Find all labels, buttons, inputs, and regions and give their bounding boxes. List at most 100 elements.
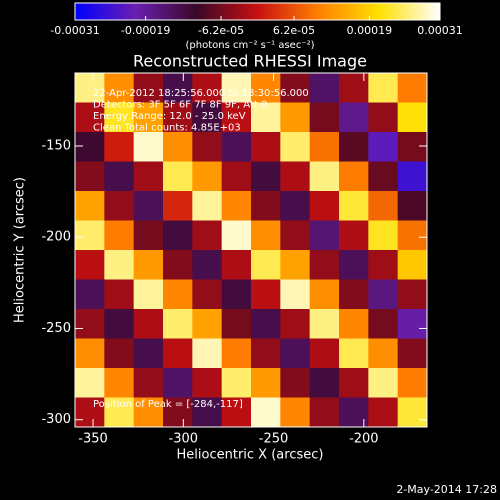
heatmap-cell — [309, 102, 340, 133]
chart-title: Reconstructed RHESSI Image — [133, 52, 367, 71]
heatmap-cell — [133, 279, 164, 310]
heatmap-cell — [339, 161, 369, 192]
heatmap-cell — [280, 368, 311, 398]
heatmap-cell — [133, 73, 164, 103]
heatmap-cell — [339, 220, 369, 251]
heatmap-cell — [309, 279, 340, 310]
colorbar-tick-label: 6.2e-05 — [273, 24, 315, 37]
heatmap-cell — [104, 397, 135, 428]
heatmap-cell — [104, 191, 135, 221]
heatmap-cell — [280, 250, 311, 280]
heatmap-cell — [251, 250, 281, 280]
heatmap-cell — [192, 191, 223, 221]
y-tick-label: -200 — [41, 230, 71, 245]
heatmap-cell — [280, 397, 311, 428]
heatmap-cell — [163, 73, 193, 103]
heatmap-cell — [339, 73, 369, 103]
heatmap-cell — [368, 279, 399, 310]
x-tick-label: -350 — [78, 432, 108, 447]
heatmap-cell — [75, 102, 105, 133]
heatmap-cell — [251, 309, 281, 339]
heatmap-cell — [75, 338, 105, 369]
heatmap-cell — [163, 102, 193, 133]
heatmap-cell — [104, 132, 135, 162]
heatmap-cell — [251, 279, 281, 310]
heatmap-cell — [75, 132, 105, 162]
heatmap-cell — [133, 161, 164, 192]
heatmap-cell — [397, 279, 428, 310]
heatmap-cell — [397, 397, 428, 428]
heatmap-cell — [339, 102, 369, 133]
colorbar-tick-label: 0.00019 — [347, 24, 393, 37]
heatmap-cell — [75, 191, 105, 221]
heatmap-cell — [104, 368, 135, 398]
heatmap-cell — [368, 368, 399, 398]
heatmap-cell — [104, 279, 135, 310]
heatmap-cell — [280, 73, 311, 103]
heatmap-cell — [397, 368, 428, 398]
heatmap-cell — [397, 309, 428, 339]
heatmap-cell — [104, 250, 135, 280]
y-tick-label: -150 — [41, 138, 71, 153]
heatmap-cell — [133, 338, 164, 369]
heatmap-cell — [339, 132, 369, 162]
heatmap-cell — [309, 368, 340, 398]
plot-frame — [74, 72, 428, 428]
y-tick-label: -250 — [41, 321, 71, 336]
heatmap-cell — [280, 220, 311, 251]
heatmap-cell — [133, 102, 164, 133]
annotation: Detectors: 3F 5F 6F 7F 8F 9F, Att 0 — [93, 100, 267, 111]
heatmap-cell — [75, 279, 105, 310]
heatmap-cell — [221, 279, 252, 310]
heatmap-cell — [75, 397, 105, 428]
heatmap-cell — [339, 279, 369, 310]
heatmap-cell — [163, 309, 193, 339]
heatmap-cell — [192, 397, 223, 428]
heatmap-cell — [104, 161, 135, 192]
heatmap-cell — [192, 368, 223, 398]
heatmap-cell — [251, 73, 281, 103]
heatmap-cell — [368, 338, 399, 369]
heatmap-cell — [397, 220, 428, 251]
heatmap-cell — [104, 309, 135, 339]
y-tick-label: -300 — [41, 412, 71, 427]
colorbar-tick-label: -0.00019 — [121, 24, 170, 37]
heatmap-cell — [133, 220, 164, 251]
heatmap-cell — [221, 397, 252, 428]
heatmap-cell — [192, 102, 223, 133]
heatmap-cell — [104, 338, 135, 369]
heatmap-cell — [309, 338, 340, 369]
heatmap-cell — [339, 397, 369, 428]
colorbar-tick-label: -6.2e-05 — [198, 24, 244, 37]
heatmap-cell — [221, 338, 252, 369]
heatmap-cell — [251, 338, 281, 369]
heatmap-cell — [368, 132, 399, 162]
heatmap-cell — [163, 191, 193, 221]
heatmap-cell — [221, 220, 252, 251]
heatmap-cell — [251, 191, 281, 221]
heatmap-cell — [280, 132, 311, 162]
heatmap-cell — [280, 102, 311, 133]
heatmap-cell — [163, 132, 193, 162]
heatmap-cell — [251, 132, 281, 162]
heatmap-cell — [221, 132, 252, 162]
heatmap-cell — [280, 309, 311, 339]
heatmap-cell — [133, 191, 164, 221]
heatmap-cell — [339, 191, 369, 221]
heatmap-cell — [251, 368, 281, 398]
x-tick-label: -300 — [169, 432, 199, 447]
heatmap-cell — [339, 338, 369, 369]
heatmap-cell — [251, 397, 281, 428]
heatmap-cell — [163, 161, 193, 192]
y-axis-label: Heliocentric Y (arcsec) — [13, 177, 28, 323]
heatmap-cell — [221, 191, 252, 221]
heatmap-cell — [368, 309, 399, 339]
heatmap-cell — [163, 250, 193, 280]
heatmap-cell — [368, 397, 399, 428]
heatmap-cell — [280, 279, 311, 310]
heatmap-cell — [397, 132, 428, 162]
heatmap-cell — [397, 250, 428, 280]
heatmap-cell — [221, 161, 252, 192]
heatmap-cell — [309, 132, 340, 162]
heatmap-cell — [368, 220, 399, 251]
